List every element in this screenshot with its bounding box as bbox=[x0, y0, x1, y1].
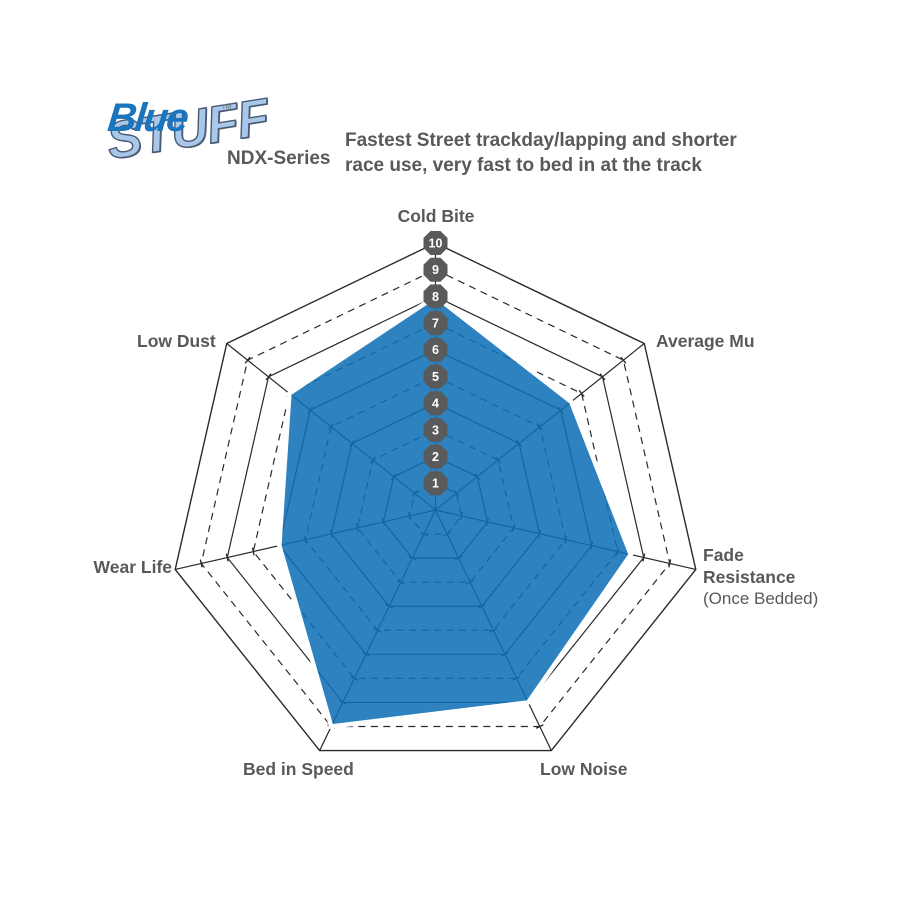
scale-badge-number-2: 2 bbox=[432, 450, 439, 464]
axis-label-average-mu: Average Mu bbox=[656, 331, 755, 351]
axis-label-fade-line2: Resistance bbox=[703, 567, 796, 587]
spoke-tick bbox=[251, 547, 255, 556]
scale-badge-number-3: 3 bbox=[432, 423, 439, 437]
axis-label-fade-line3: (Once Bedded) bbox=[703, 589, 819, 608]
axis-label-bed-in-speed: Bed in Speed bbox=[243, 759, 354, 779]
spoke-tick bbox=[225, 553, 229, 562]
spoke-tick bbox=[599, 373, 606, 381]
axis-label-wear-life: Wear Life bbox=[93, 557, 172, 577]
scale-badge-1 bbox=[423, 471, 448, 496]
axis-label-cold-bite: Cold Bite bbox=[397, 206, 475, 226]
data-polygon bbox=[277, 293, 634, 729]
scale-badge-5 bbox=[423, 364, 448, 389]
scale-badge-10 bbox=[423, 231, 448, 255]
spoke-tick bbox=[620, 356, 627, 364]
trademark-symbol: ™ bbox=[221, 103, 232, 115]
logo-blue-text: Blue bbox=[105, 96, 190, 140]
scale-badge-number-9: 9 bbox=[432, 263, 439, 277]
spoke-tick bbox=[199, 559, 203, 568]
scale-badges: 1 2 3 4 5 6 7 8 9 10 bbox=[423, 231, 448, 496]
logo-series-name: NDX-Series bbox=[227, 148, 331, 169]
scale-badge-number-10: 10 bbox=[429, 236, 443, 250]
chart-description: Fastest Street trackday/lapping and shor… bbox=[345, 128, 737, 178]
spoke-tick bbox=[578, 389, 585, 398]
scale-badge-number-4: 4 bbox=[432, 397, 439, 411]
grid-ring-9 bbox=[200, 269, 671, 728]
chart-description-line1: Fastest Street trackday/lapping and shor… bbox=[345, 130, 737, 151]
scale-badge-number-8: 8 bbox=[432, 290, 439, 304]
axis-label-low-noise: Low Noise bbox=[540, 759, 628, 779]
spoke-tick bbox=[265, 373, 272, 381]
scale-badge-9 bbox=[423, 257, 448, 282]
scale-badge-4 bbox=[423, 391, 448, 416]
spoke-tick bbox=[244, 356, 251, 364]
grid-ring-10 bbox=[174, 242, 697, 752]
axis-label-fade-line1: Fade bbox=[703, 545, 744, 565]
scale-badge-number-7: 7 bbox=[432, 317, 439, 331]
spoke-tick bbox=[642, 553, 646, 562]
scale-badge-number-1: 1 bbox=[432, 477, 439, 491]
scale-badge-number-6: 6 bbox=[432, 343, 439, 357]
spoke-tick bbox=[535, 724, 544, 729]
axis-label-fade-resistance: Fade Resistance (Once Bedded) bbox=[703, 544, 818, 610]
scale-badge-6 bbox=[423, 337, 448, 362]
scale-badge-8 bbox=[423, 284, 448, 309]
axis-label-low-dust: Low Dust bbox=[137, 331, 216, 351]
scale-badge-2 bbox=[423, 444, 448, 469]
chart-description-line2: race use, very fast to bed in at the tra… bbox=[345, 155, 702, 176]
scale-badge-3 bbox=[423, 417, 448, 442]
spoke-tick bbox=[668, 559, 672, 568]
scale-badge-7 bbox=[423, 311, 448, 336]
scale-badge-number-5: 5 bbox=[432, 370, 439, 384]
